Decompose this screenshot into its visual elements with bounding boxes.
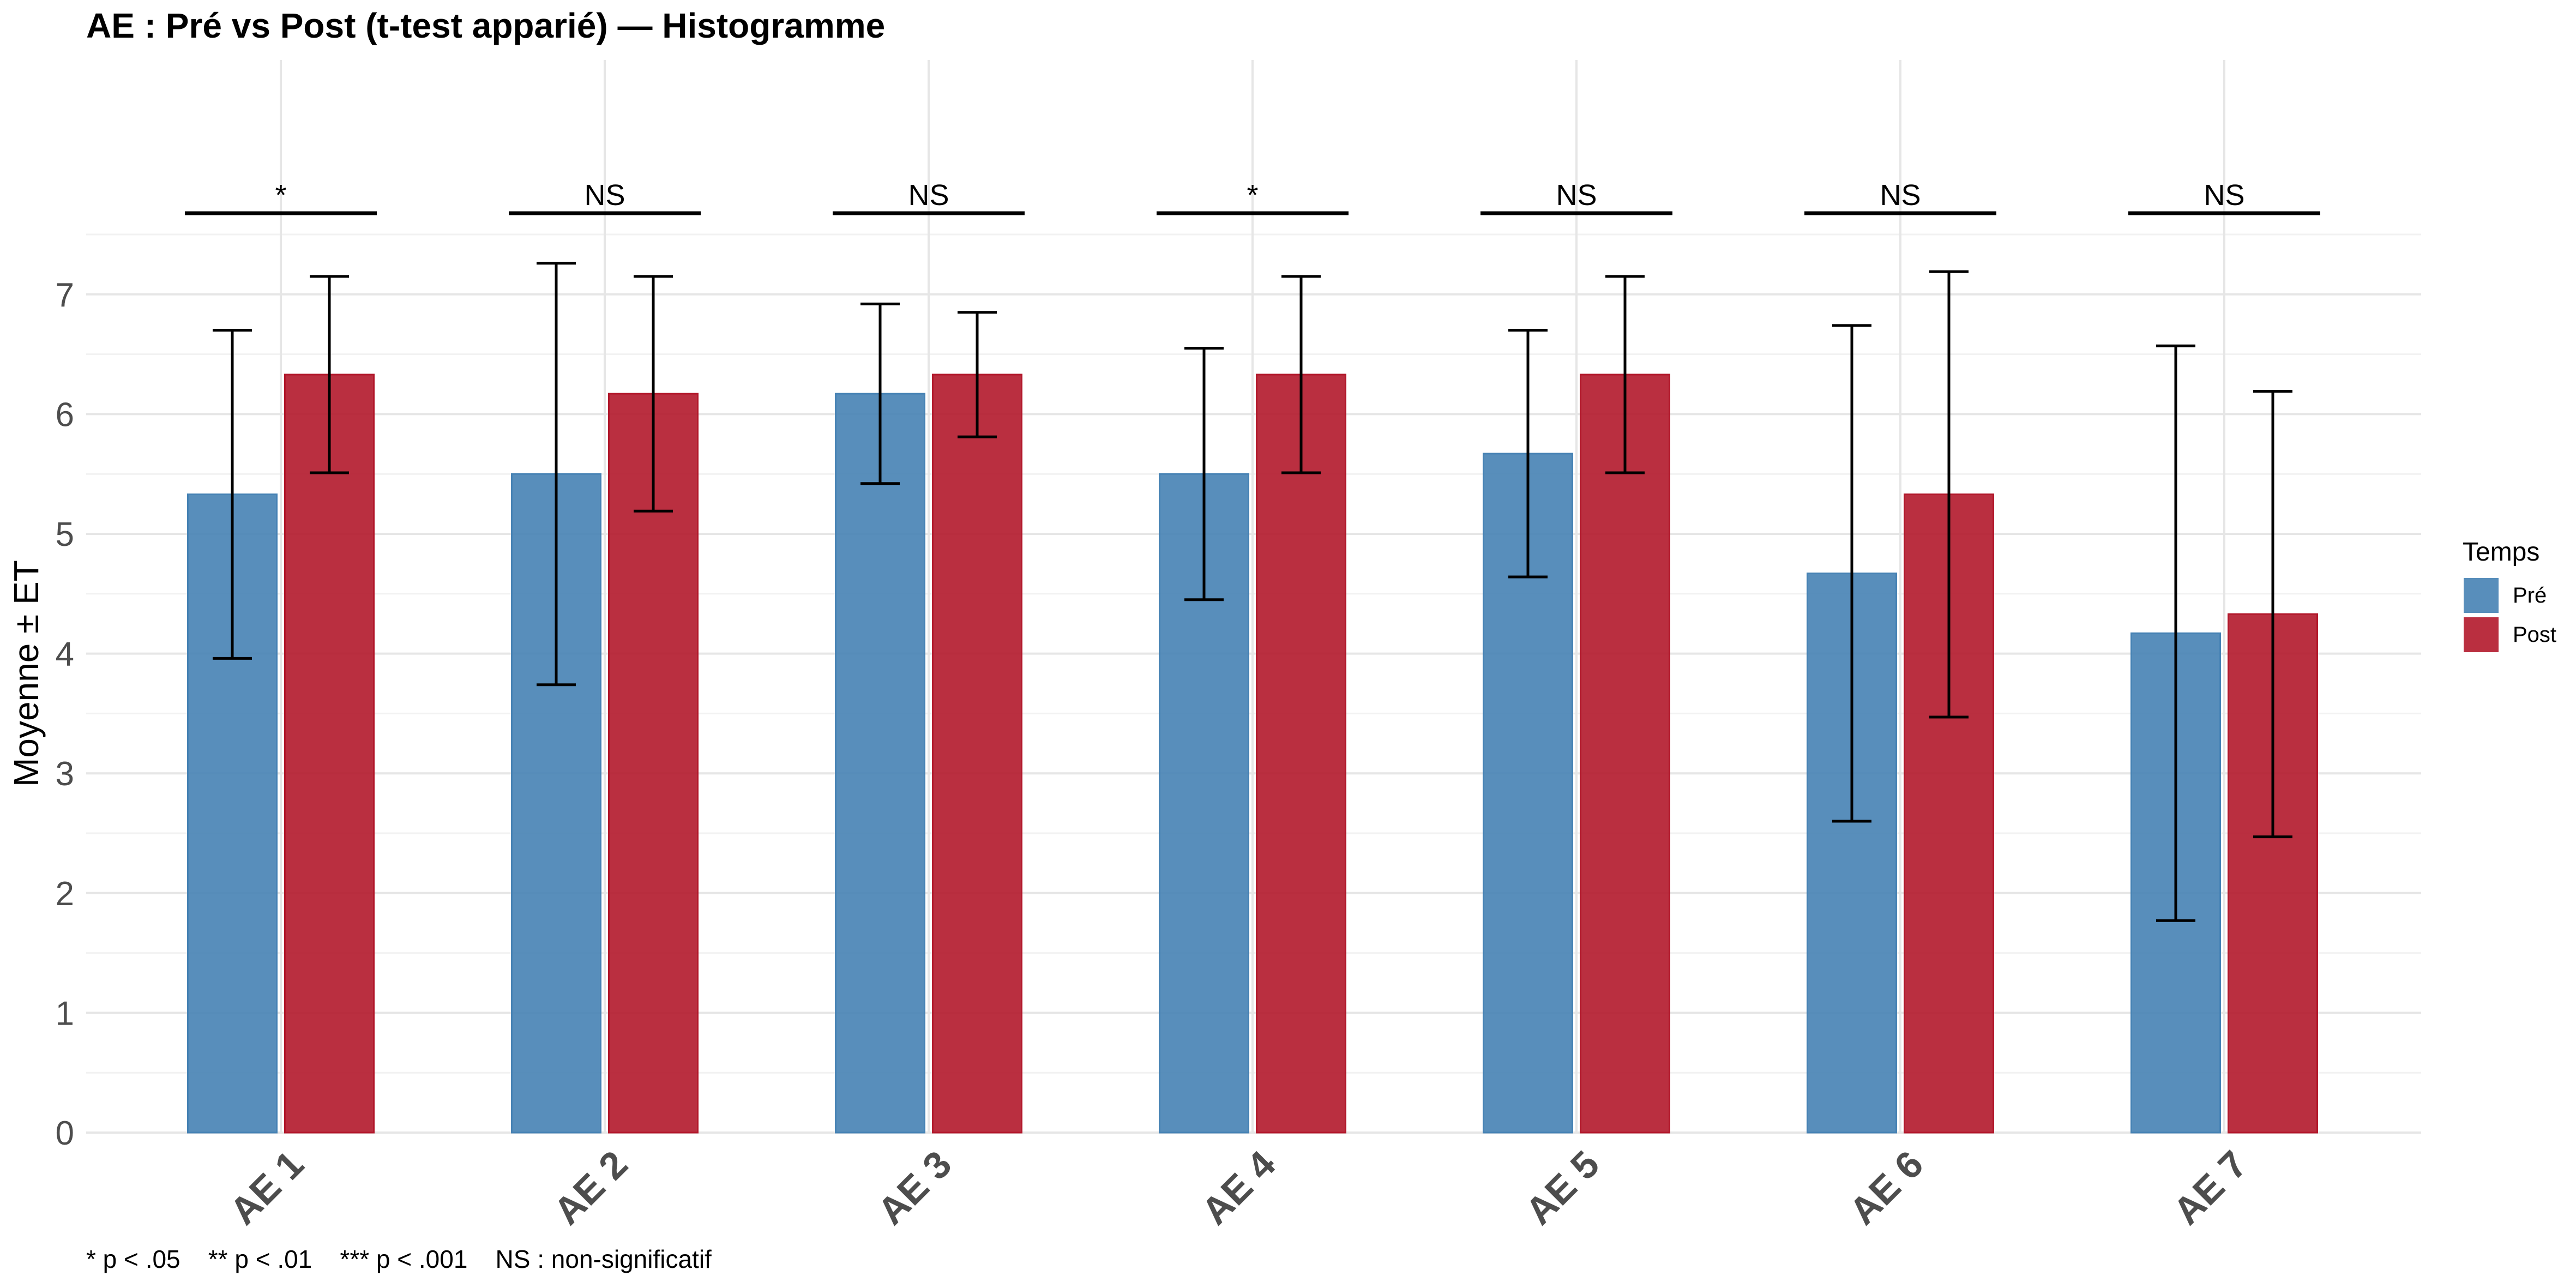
- y-tick-label: 3: [56, 755, 74, 793]
- y-tick-label: 5: [56, 516, 74, 553]
- y-tick-label: 0: [56, 1115, 74, 1152]
- x-axis-ticks: AE 1 AE 2 AE 3 AE 4 AE 5 AE 6 AE 7: [221, 1142, 2255, 1232]
- significance-label: *: [1247, 179, 1258, 212]
- significance-label: NS: [2204, 179, 2244, 212]
- bar-post: [608, 393, 699, 1134]
- significance-label: NS: [1880, 179, 1921, 212]
- significance-label: NS: [908, 179, 949, 212]
- footnote: * p < .05 ** p < .01 *** p < .001 NS : n…: [86, 1245, 712, 1273]
- x-tick-label: AE 2: [545, 1142, 635, 1232]
- grid-major: [86, 60, 2421, 1134]
- x-tick-label: AE 3: [869, 1142, 959, 1232]
- bar-post: [284, 374, 375, 1134]
- y-tick-label: 2: [56, 875, 74, 913]
- legend-title: Temps: [2463, 538, 2539, 567]
- significance-label: *: [275, 179, 286, 212]
- bar-post: [932, 374, 1022, 1134]
- x-tick-label: AE 5: [1517, 1142, 1607, 1232]
- y-tick-label: 7: [56, 276, 74, 314]
- y-axis-ticks: 0 1 2 3 4 5 6 7: [56, 276, 74, 1152]
- y-axis-label: Moyenne ± ET: [7, 560, 46, 787]
- y-tick-label: 4: [56, 636, 74, 673]
- significance-marks: * NS NS * NS NS NS: [185, 179, 2320, 215]
- chart-title: AE : Pré vs Post (t-test apparié) — Hist…: [86, 6, 886, 45]
- x-tick-label: AE 7: [2165, 1142, 2255, 1232]
- legend: Temps Pré Post: [2463, 538, 2556, 652]
- legend-label: Pré: [2513, 583, 2547, 607]
- significance-label: NS: [1556, 179, 1597, 212]
- x-tick-label: AE 1: [221, 1142, 311, 1232]
- x-tick-label: AE 6: [1841, 1142, 1931, 1232]
- error-bars: [213, 262, 2292, 922]
- bar-post: [1580, 374, 1670, 1134]
- legend-key-pre: [2464, 578, 2499, 613]
- legend-key-post: [2464, 617, 2499, 652]
- legend-label: Post: [2513, 623, 2556, 647]
- x-tick-label: AE 4: [1193, 1142, 1283, 1232]
- y-tick-label: 1: [56, 995, 74, 1032]
- significance-label: NS: [584, 179, 625, 212]
- bar-pre: [835, 393, 925, 1134]
- bar-pre: [511, 473, 601, 1134]
- y-tick-label: 6: [56, 396, 74, 434]
- bar-post: [1256, 374, 1346, 1134]
